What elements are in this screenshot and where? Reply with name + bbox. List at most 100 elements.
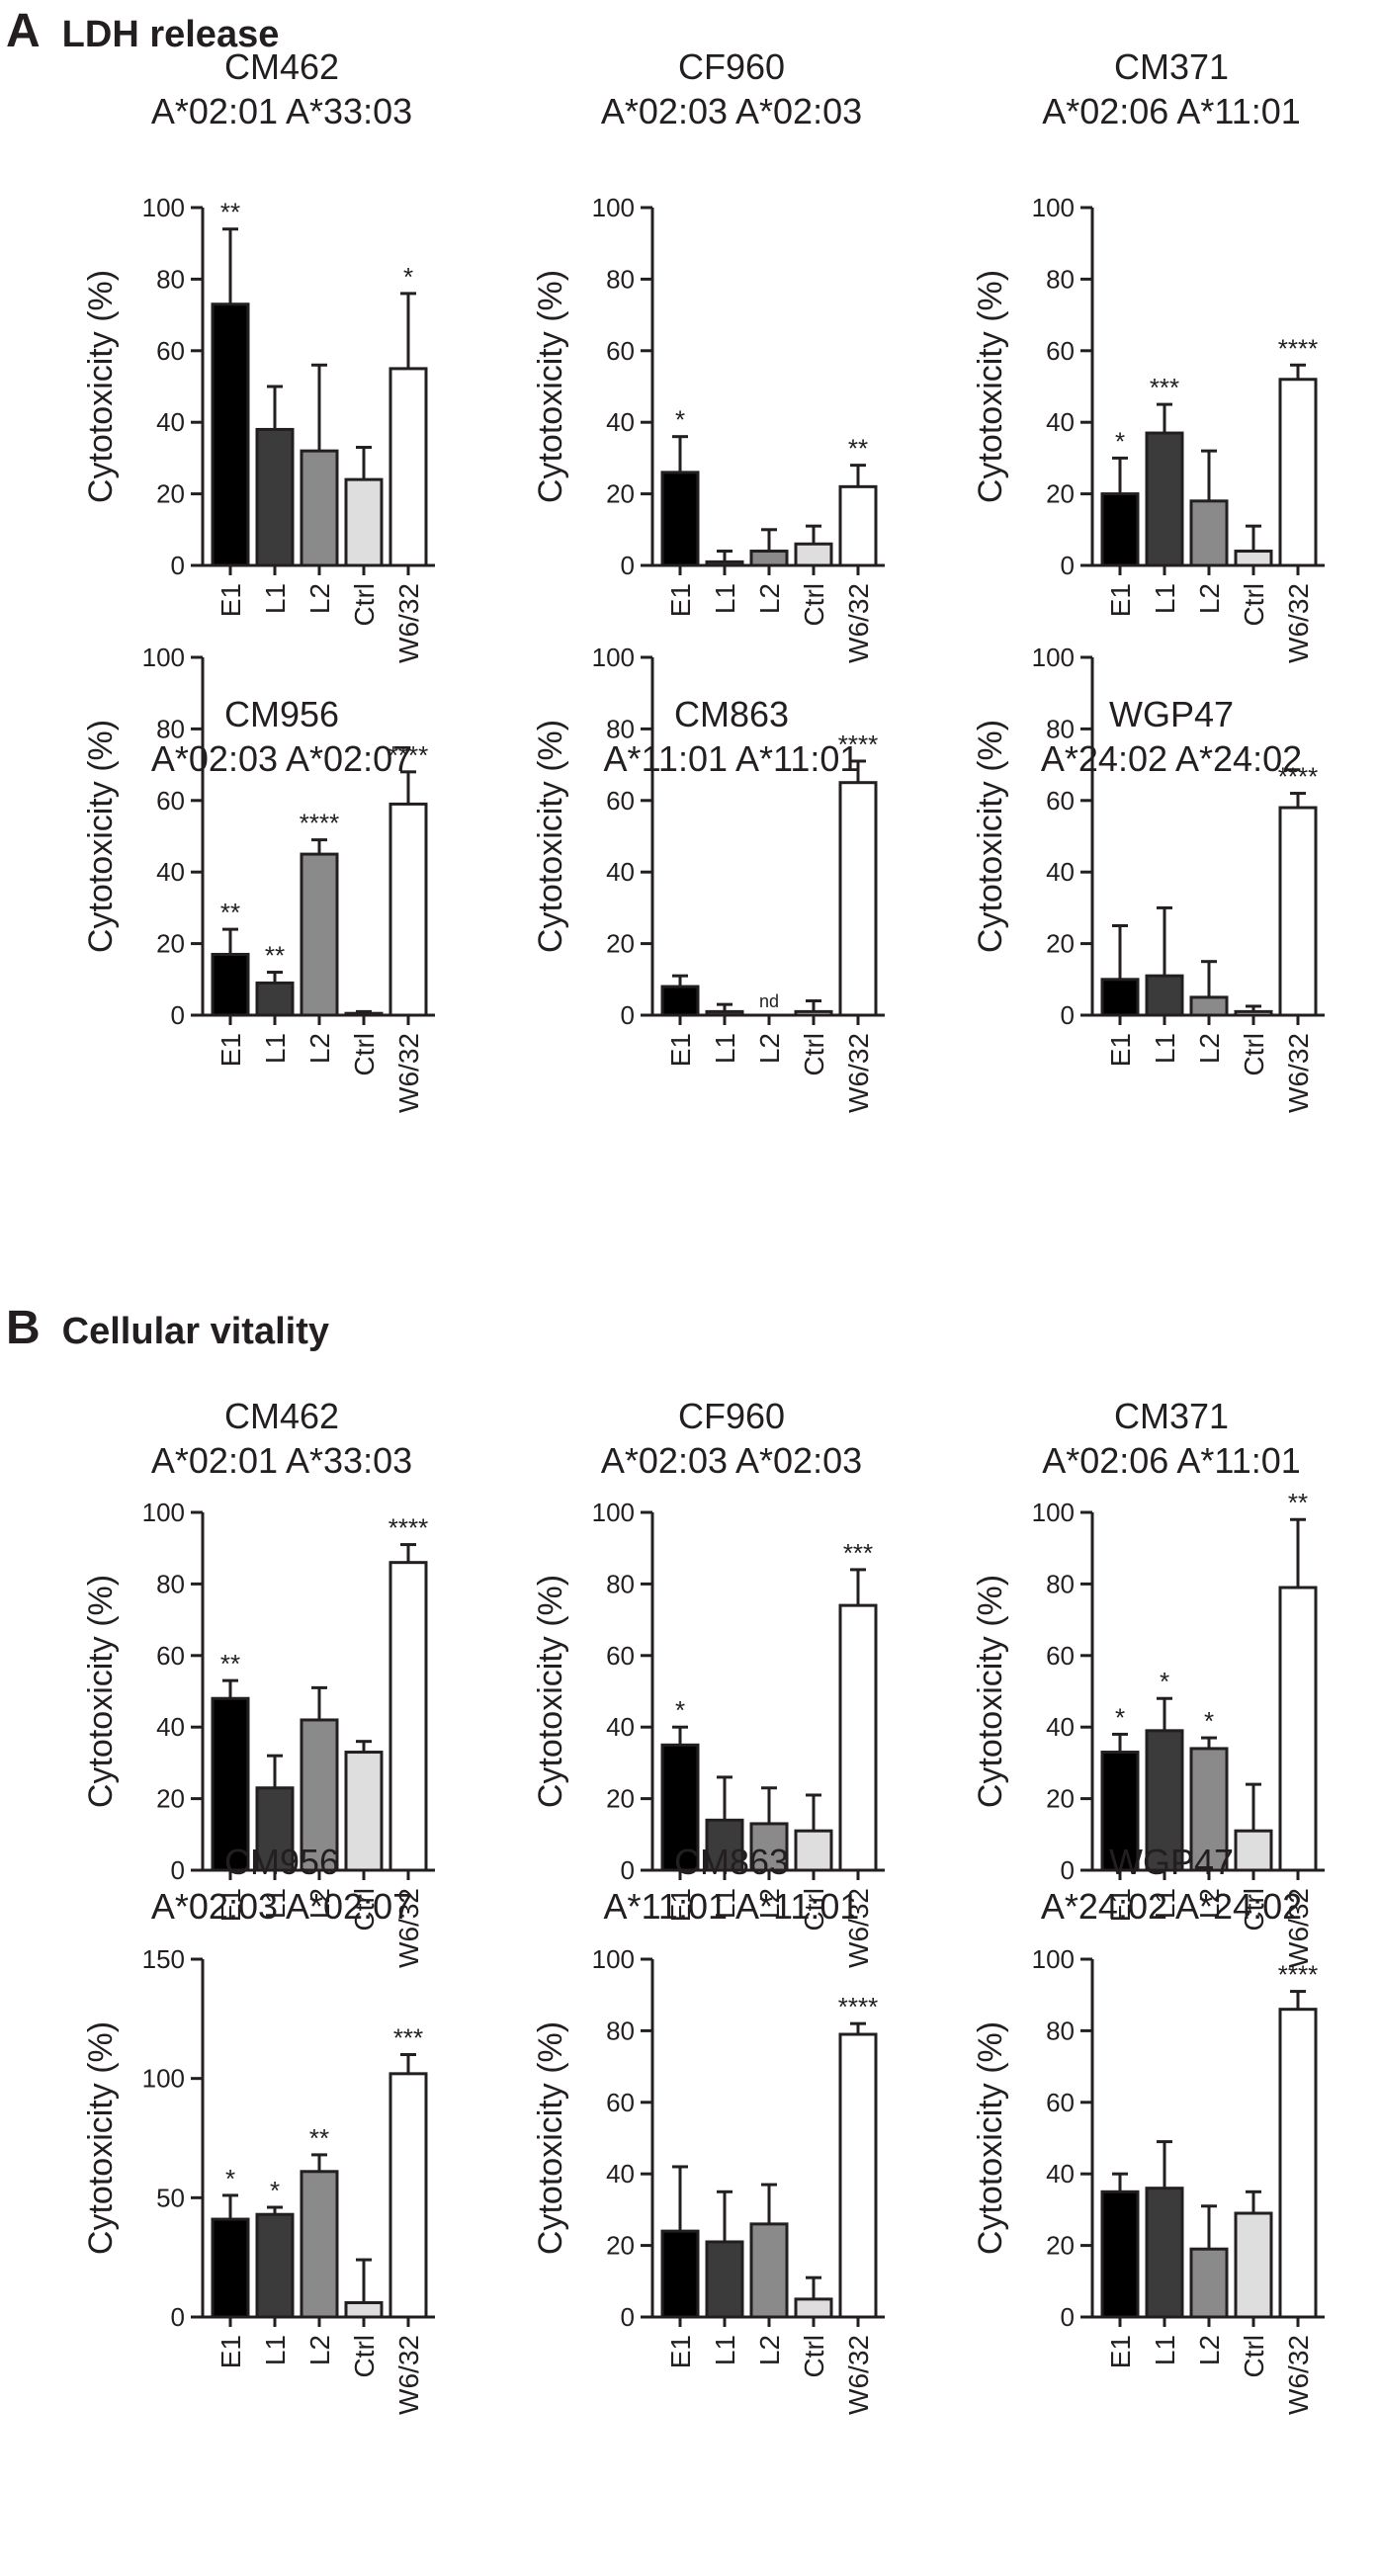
x-tick-label: E1 xyxy=(665,2335,696,2368)
y-tick-label: 20 xyxy=(606,2231,635,2261)
section-a-letter: A xyxy=(6,5,41,57)
bar-l1 xyxy=(1145,431,1184,567)
y-tick-label: 0 xyxy=(621,2302,635,2332)
y-tick-label: 60 xyxy=(156,786,185,816)
significance-stars: * xyxy=(1204,1706,1214,1736)
x-tick-label: E1 xyxy=(215,583,246,617)
panel-title: CM371 xyxy=(1114,46,1229,87)
y-axis-label: Cytotoxicity (%) xyxy=(972,720,1009,953)
y-tick-label: 100 xyxy=(1032,1498,1075,1527)
y-tick-label: 100 xyxy=(592,1944,635,1974)
y-tick-label: 0 xyxy=(171,1000,185,1030)
y-tick-label: 80 xyxy=(1046,714,1075,743)
x-tick-label: L1 xyxy=(1150,1888,1180,1919)
y-tick-label: 80 xyxy=(606,264,635,294)
y-tick-label: 0 xyxy=(171,2302,185,2332)
x-tick-label: Ctrl xyxy=(1239,2335,1269,2378)
x-tick-label: L2 xyxy=(1194,1033,1225,1064)
bar-l2 xyxy=(300,852,339,1017)
bar-ctrl xyxy=(794,542,833,567)
bar-e1 xyxy=(660,2229,700,2319)
significance-stars: ** xyxy=(309,2123,329,2153)
bar-l1 xyxy=(255,1786,295,1872)
bar-w632 xyxy=(388,367,428,567)
not-determined-label: nd xyxy=(759,991,779,1011)
y-tick-label: 20 xyxy=(606,479,635,509)
x-tick-label: W6/32 xyxy=(843,2335,874,2415)
bar-e1 xyxy=(660,471,700,567)
y-tick-label: 20 xyxy=(1046,1784,1075,1814)
x-tick-label: E1 xyxy=(1105,2335,1136,2368)
significance-stars: **** xyxy=(1278,762,1318,792)
x-tick-label: W6/32 xyxy=(1283,1888,1314,1968)
y-tick-label: 0 xyxy=(1061,2302,1075,2332)
x-tick-label: Ctrl xyxy=(1239,583,1269,627)
x-tick-label: L1 xyxy=(710,1888,740,1919)
bar-e1 xyxy=(1100,2190,1140,2319)
x-tick-label: L2 xyxy=(1194,583,1225,614)
x-tick-label: L2 xyxy=(304,1888,335,1919)
y-tick-label: 0 xyxy=(171,551,185,580)
y-tick-label: 100 xyxy=(592,1498,635,1527)
x-tick-label: E1 xyxy=(215,2335,246,2368)
y-tick-label: 40 xyxy=(606,407,635,437)
y-axis-label: Cytotoxicity (%) xyxy=(532,720,569,953)
significance-stars: *** xyxy=(393,2023,423,2053)
y-tick-label: 60 xyxy=(156,336,185,366)
x-tick-label: L1 xyxy=(1150,583,1180,614)
y-tick-label: 50 xyxy=(156,2183,185,2212)
y-axis-label: Cytotoxicity (%) xyxy=(972,2021,1009,2255)
significance-stars: **** xyxy=(388,1513,428,1543)
bar-w632 xyxy=(388,2072,428,2319)
x-tick-label: E1 xyxy=(1105,1888,1136,1922)
x-tick-label: Ctrl xyxy=(349,1888,380,1932)
panel-subtitle: A*02:01 A*33:03 xyxy=(151,1440,412,1481)
panel-subtitle: A*11:01 A*11:01 xyxy=(604,738,860,779)
x-tick-label: W6/32 xyxy=(843,583,874,663)
y-tick-label: 60 xyxy=(1046,786,1075,816)
y-tick-label: 0 xyxy=(1061,1000,1075,1030)
x-tick-label: E1 xyxy=(665,583,696,617)
y-tick-label: 60 xyxy=(606,2088,635,2117)
y-tick-label: 60 xyxy=(1046,1641,1075,1671)
significance-stars: **** xyxy=(1278,1960,1318,1990)
x-tick-label: L2 xyxy=(1194,2335,1225,2365)
y-tick-label: 0 xyxy=(621,1855,635,1885)
panel-title: CM462 xyxy=(224,1396,339,1436)
x-tick-label: W6/32 xyxy=(393,1888,424,1968)
y-tick-label: 80 xyxy=(1046,264,1075,294)
x-tick-label: Ctrl xyxy=(799,583,829,627)
y-tick-label: 80 xyxy=(156,264,185,294)
y-axis-label: Cytotoxicity (%) xyxy=(82,720,120,953)
bar-l1 xyxy=(1145,1729,1184,1872)
bar-ctrl xyxy=(1234,1009,1273,1017)
bar-e1 xyxy=(1100,492,1140,567)
section-a-title: LDH release xyxy=(61,14,280,55)
bar-ctrl xyxy=(1234,1829,1273,1872)
bar-l1 xyxy=(705,1009,744,1017)
y-tick-label: 40 xyxy=(156,857,185,887)
y-tick-label: 100 xyxy=(592,643,635,672)
significance-stars: **** xyxy=(1278,333,1318,363)
significance-stars: * xyxy=(675,405,685,435)
y-axis-label: Cytotoxicity (%) xyxy=(972,270,1009,503)
bar-l1 xyxy=(255,2212,295,2319)
x-tick-label: L2 xyxy=(304,1033,335,1064)
y-tick-label: 60 xyxy=(156,1641,185,1671)
panel-title: CM371 xyxy=(1114,1396,1229,1436)
significance-stars: ** xyxy=(1288,1488,1308,1517)
bar-w632 xyxy=(388,802,428,1017)
x-tick-label: L1 xyxy=(710,2335,740,2365)
panel-subtitle: A*02:03 A*02:03 xyxy=(601,1440,862,1481)
y-tick-label: 0 xyxy=(621,1000,635,1030)
panel-title: CM863 xyxy=(674,694,789,734)
bar-ctrl xyxy=(794,2297,833,2319)
y-tick-label: 20 xyxy=(1046,2231,1075,2261)
x-tick-label: W6/32 xyxy=(1283,583,1314,663)
panel-title: CM462 xyxy=(224,46,339,87)
x-tick-label: E1 xyxy=(215,1888,246,1922)
